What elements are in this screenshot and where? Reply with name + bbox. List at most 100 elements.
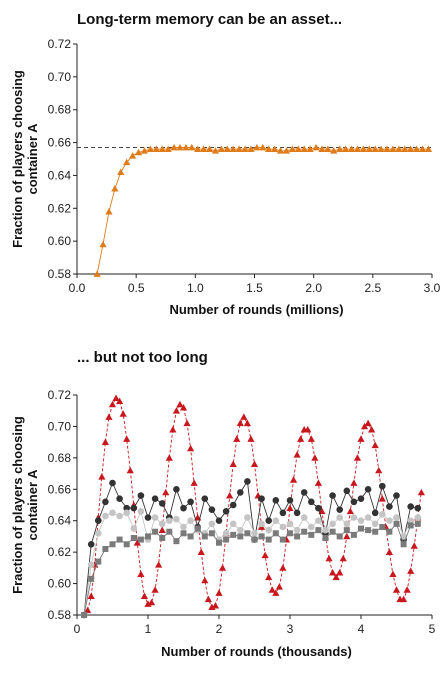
- data-point-triangle: [183, 419, 191, 427]
- data-point-circle: [371, 520, 379, 528]
- data-point-triangle: [215, 589, 223, 596]
- data-point-triangle: [418, 145, 427, 153]
- x-tick-label: 3.0: [424, 281, 441, 295]
- data-point-triangle: [218, 564, 227, 571]
- data-point-triangle: [311, 454, 319, 461]
- data-point-triangle: [307, 435, 315, 442]
- data-point-triangle: [282, 147, 291, 154]
- data-point-triangle: [134, 148, 143, 156]
- data-point-triangle: [217, 145, 225, 153]
- data-point-square: [244, 530, 251, 537]
- data-point-circle: [251, 529, 258, 537]
- data-point-square: [279, 536, 286, 543]
- data-point-triangle: [155, 561, 163, 568]
- data-point-triangle: [194, 145, 202, 153]
- data-point-circle: [173, 485, 180, 493]
- data-point-square: [265, 536, 272, 543]
- data-point-triangle: [176, 143, 184, 151]
- data-point-circle: [336, 514, 344, 521]
- data-point-triangle: [306, 145, 314, 153]
- data-point-triangle: [297, 435, 305, 442]
- data-point-triangle: [101, 438, 109, 446]
- data-point-triangle: [276, 147, 285, 154]
- data-point-square: [350, 531, 357, 538]
- data-point-circle: [109, 509, 116, 517]
- data-point-circle: [166, 517, 173, 525]
- data-point-circle: [116, 512, 123, 520]
- data-point-square: [393, 520, 400, 527]
- data-point-circle: [187, 517, 194, 525]
- data-point-triangle: [197, 548, 205, 556]
- x-tick-label: 4: [358, 622, 365, 636]
- data-point-triangle: [304, 425, 312, 433]
- data-point-triangle: [364, 419, 372, 427]
- data-point-circle: [102, 512, 109, 520]
- y-tick-label: 0.72: [48, 388, 72, 402]
- data-point-square: [208, 530, 215, 537]
- data-point-triangle: [377, 145, 385, 153]
- data-point-triangle: [247, 145, 255, 153]
- data-point-square: [365, 527, 372, 534]
- y-tick-label: 0.58: [48, 267, 72, 281]
- data-point-triangle: [401, 145, 409, 153]
- data-point-triangle: [279, 564, 287, 571]
- data-point-square: [237, 533, 244, 540]
- data-point-triangle: [268, 586, 276, 593]
- data-point-triangle: [240, 413, 248, 420]
- data-point-triangle: [87, 592, 95, 600]
- series-3: [81, 520, 421, 618]
- data-point-triangle: [108, 400, 117, 408]
- data-point-triangle: [353, 454, 362, 461]
- data-point-circle: [258, 495, 265, 503]
- data-point-circle: [371, 509, 379, 517]
- data-point-circle: [393, 514, 400, 521]
- data-point-circle: [265, 526, 273, 534]
- data-point-circle: [102, 498, 109, 506]
- data-point-circle: [173, 515, 180, 523]
- data-point-circle: [137, 507, 145, 515]
- data-point-circle: [293, 526, 301, 534]
- y-tick-label: 0.70: [48, 419, 72, 433]
- y-tick-label: 0.70: [48, 70, 72, 84]
- data-point-triangle: [226, 491, 234, 499]
- data-point-triangle: [265, 145, 273, 153]
- data-point-triangle: [229, 145, 237, 153]
- data-point-square: [230, 531, 237, 538]
- data-point-triangle: [169, 425, 177, 433]
- data-point-triangle: [360, 422, 369, 430]
- data-point-circle: [279, 523, 287, 531]
- data-point-square: [173, 538, 180, 545]
- data-point-triangle: [233, 435, 241, 442]
- data-point-square: [414, 520, 421, 527]
- x-tick-label: 2.0: [305, 281, 322, 295]
- data-point-triangle: [211, 601, 220, 609]
- data-point-square: [294, 533, 301, 540]
- data-point-circle: [151, 495, 159, 503]
- data-point-circle: [407, 503, 415, 510]
- data-point-triangle: [235, 145, 243, 153]
- chart-title: ... but not too long: [77, 349, 208, 366]
- data-point-circle: [300, 489, 308, 496]
- data-point-circle: [187, 498, 194, 506]
- data-point-circle: [322, 526, 329, 534]
- data-point-triangle: [182, 143, 190, 151]
- data-point-triangle: [119, 410, 127, 417]
- data-point-triangle: [179, 403, 188, 411]
- data-point-square: [336, 533, 343, 540]
- data-point-triangle: [200, 145, 208, 153]
- data-point-triangle: [403, 586, 411, 593]
- chart-title: Long-term memory can be an asset...: [77, 11, 342, 28]
- data-point-triangle: [424, 145, 433, 153]
- data-point-square: [194, 525, 201, 532]
- data-point-circle: [414, 514, 422, 521]
- data-point-triangle: [140, 592, 149, 600]
- x-tick-label: 0: [74, 622, 81, 636]
- data-point-circle: [336, 506, 344, 514]
- data-point-circle: [95, 529, 102, 537]
- data-point-circle: [95, 517, 102, 525]
- x-axis-label: Number of rounds (thousands): [161, 644, 352, 659]
- y-axis-label-line2: container A: [25, 123, 40, 195]
- data-point-circle: [87, 561, 95, 569]
- data-point-square: [301, 528, 308, 535]
- data-point-square: [81, 612, 88, 618]
